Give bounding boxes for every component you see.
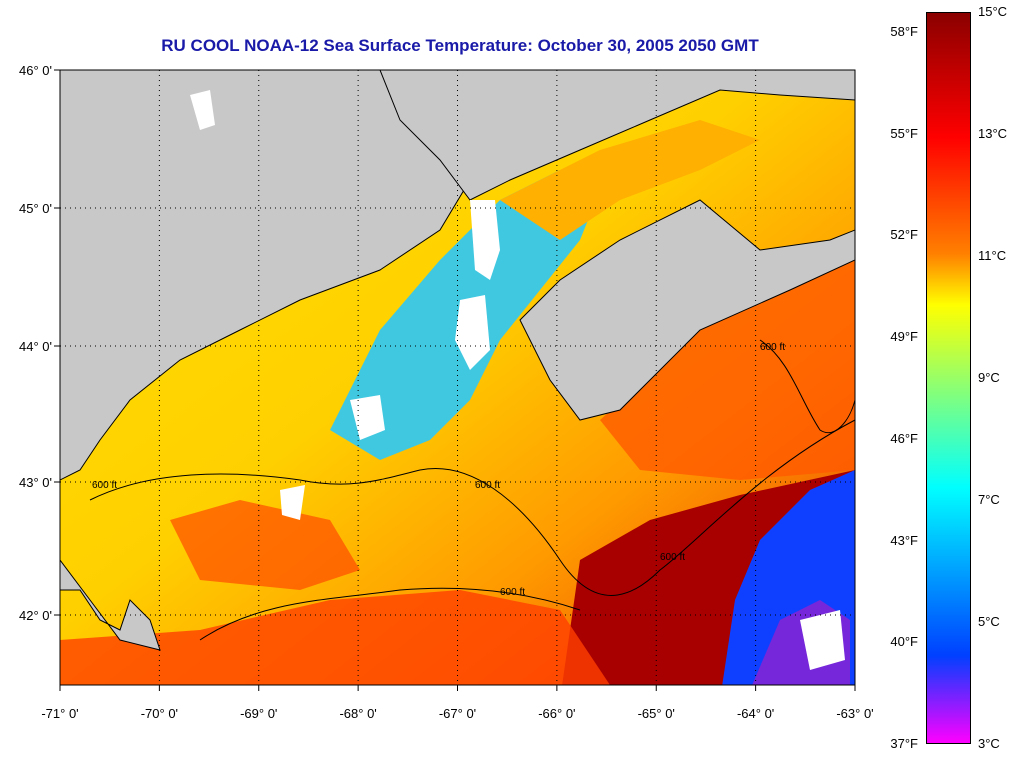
cloud-patch-4 xyxy=(280,485,305,520)
warm-region-east xyxy=(600,260,855,480)
depth-contour-600ft-south xyxy=(199,587,581,641)
colorbar-celsius-label: 15°C xyxy=(978,4,1008,19)
contour-label: 600 ft xyxy=(475,480,500,491)
colorbar-celsius-label: 5°C xyxy=(978,614,1000,629)
longitude-label: -65° 0' xyxy=(638,706,675,721)
longitude-label: -68° 0' xyxy=(339,706,376,721)
latitude-label: 43° 0' xyxy=(19,475,52,490)
cloud-patch-6 xyxy=(190,90,215,130)
colorbar-fahrenheit-label: 40°F xyxy=(890,634,918,650)
land-nova-scotia xyxy=(519,199,855,421)
map-title: RU COOL NOAA-12 Sea Surface Temperature:… xyxy=(161,36,759,55)
colorbar-fahrenheit-label: 37°F xyxy=(890,736,918,751)
latitude-label: 45° 0' xyxy=(19,201,52,216)
cool-water-fundy-edge xyxy=(500,120,760,240)
colorbar-fahrenheit-label: 46°F xyxy=(890,430,918,446)
longitude-label: -63° 0' xyxy=(836,706,873,721)
longitude-label: -70° 0' xyxy=(141,706,178,721)
cloud-patch-1 xyxy=(470,200,500,280)
latitude-label: 42° 0' xyxy=(19,608,52,623)
colorbar-fahrenheit-label: 55°F xyxy=(890,125,918,141)
depth-contour-600ft xyxy=(89,419,855,596)
longitude-label: -71° 0' xyxy=(41,706,78,721)
warm-region-center xyxy=(170,500,360,590)
cloud-patch-5 xyxy=(800,610,845,670)
colorbar-fahrenheit-label: 49°F xyxy=(890,329,918,345)
colorbar-celsius-label: 7°C xyxy=(978,492,1000,507)
colorbar-celsius-label: 9°C xyxy=(978,370,1000,385)
depth-contour-600ft-east xyxy=(759,339,855,433)
latitude-label: 44° 0' xyxy=(19,339,52,354)
contour-label: 600 ft xyxy=(660,552,685,563)
temperature-colorbar xyxy=(926,12,971,744)
longitude-label: -64° 0' xyxy=(737,706,774,721)
colorbar-fahrenheit-label: 52°F xyxy=(890,227,918,243)
land-cape-cod xyxy=(60,559,161,651)
contour-label: 600 ft xyxy=(92,480,117,491)
cloud-patch-2 xyxy=(455,295,490,370)
colorbar-celsius-label: 13°C xyxy=(978,126,1008,141)
cloud-patch-3 xyxy=(350,395,385,440)
colorbar-celsius-label: 3°C xyxy=(978,736,1000,751)
colorbar-fahrenheit-label: 58°F xyxy=(890,24,918,39)
warm-region-south xyxy=(60,590,610,685)
latitude-label: 46° 0' xyxy=(19,63,52,78)
colorbar-fahrenheit-label: 43°F xyxy=(890,532,918,548)
land-new-brunswick xyxy=(379,70,855,201)
colorbar-celsius-label: 11°C xyxy=(978,248,1007,263)
longitude-label: -66° 0' xyxy=(538,706,575,721)
contour-label: 600 ft xyxy=(500,587,525,598)
contour-label: 600 ft xyxy=(760,342,785,353)
longitude-label: -67° 0' xyxy=(439,706,476,721)
longitude-label: -69° 0' xyxy=(240,706,277,721)
